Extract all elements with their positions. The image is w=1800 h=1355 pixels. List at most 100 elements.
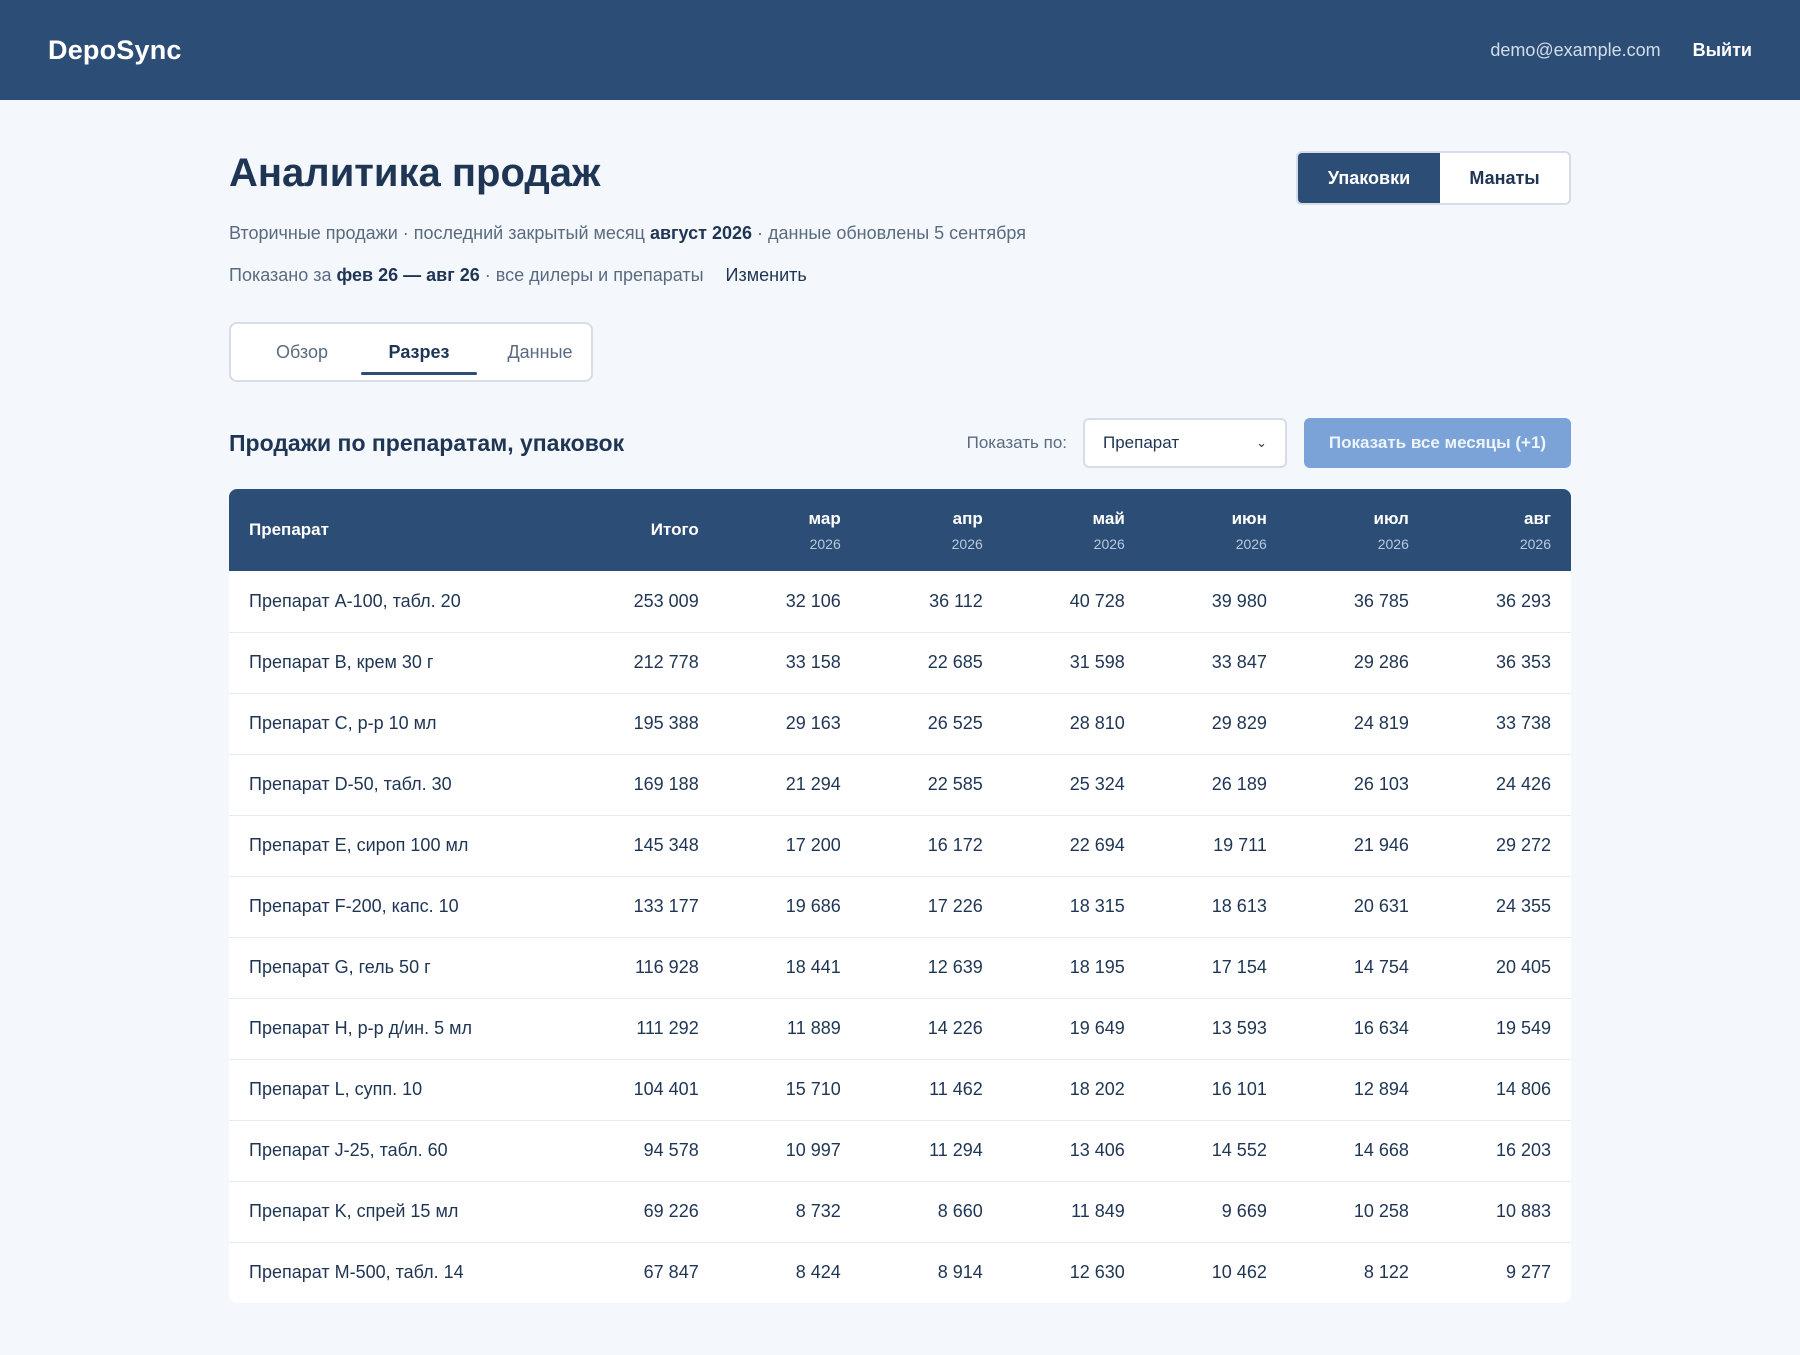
month-value-cell: 18 613 xyxy=(1211,896,1267,916)
month-value-cell: 14 806 xyxy=(1495,1079,1551,1099)
table-row[interactable]: Препарат M-500, табл. 14 67 847 8 424 8 914… xyxy=(229,1242,1571,1303)
table-row[interactable]: Препарат B, крем 30 г 212 778 33 158 22 685… xyxy=(229,632,1571,693)
total-cell: 116 928 xyxy=(634,957,699,977)
total-cell: 94 578 xyxy=(643,1140,699,1160)
month-value-cell: 12 639 xyxy=(927,957,983,977)
period-line: Показано за фев 26 — авг 26 · все дилеры… xyxy=(229,265,1571,286)
table-row[interactable]: Препарат H, р-р д/ин. 5 мл 111 292 11 889 1… xyxy=(229,998,1571,1059)
month-value-cell: 12 630 xyxy=(1069,1262,1125,1283)
month-value-cell: 40 728 xyxy=(1069,590,1125,611)
month-value-cell: 14 668 xyxy=(1353,1140,1409,1160)
month-value-cell: 24 819 xyxy=(1353,713,1409,733)
month-value-cell: 26 103 xyxy=(1353,774,1409,794)
subtitle-suffix: · данные обновлены 5 сентября xyxy=(757,223,1026,243)
tab-data[interactable]: Данные xyxy=(507,341,573,362)
month-value-cell: 29 829 xyxy=(1211,713,1267,733)
app-logo[interactable]: DepoSync xyxy=(48,34,182,65)
period-suffix: · все дилеры и препараты xyxy=(484,265,704,285)
month-label: май xyxy=(1092,508,1125,528)
month-value-cell: 24 426 xyxy=(1495,774,1551,794)
column-header-product[interactable]: Препарат xyxy=(249,520,329,539)
section-header: Продажи по препаратам, упаковок Показать… xyxy=(229,418,1571,468)
product-name-cell: Препарат K, спрей 15 мл xyxy=(249,1201,459,1221)
page-title: Аналитика продаж xyxy=(229,151,601,195)
table-row[interactable]: Препарат G, гель 50 г 116 928 18 441 12 639… xyxy=(229,937,1571,998)
view-tabs: Обзор Разрез Данные xyxy=(229,322,593,382)
table-row[interactable]: Препарат D-50, табл. 30 169 188 21 294 22 5… xyxy=(229,754,1571,815)
total-cell: 111 292 xyxy=(636,1018,699,1038)
total-cell: 104 401 xyxy=(633,1079,699,1099)
show-by-value: Препарат xyxy=(1103,433,1180,452)
month-label: апр xyxy=(952,508,983,528)
table-body: Препарат A-100, табл. 20 253 009 32 106 36 … xyxy=(229,571,1571,1303)
year-label: 2026 xyxy=(1377,535,1409,552)
total-cell: 212 778 xyxy=(633,652,699,672)
column-header-month[interactable]: апр 2026 xyxy=(861,489,1003,571)
month-value-cell: 33 738 xyxy=(1495,713,1551,733)
change-period-link[interactable]: Изменить xyxy=(725,265,807,285)
column-header-month[interactable]: мар 2026 xyxy=(719,489,861,571)
month-value-cell: 18 202 xyxy=(1069,1079,1125,1099)
month-value-cell: 10 883 xyxy=(1495,1201,1551,1221)
show-all-months-button[interactable]: Показать все месяцы (+1) xyxy=(1304,418,1571,468)
month-value-cell: 17 226 xyxy=(927,896,983,916)
logout-button[interactable]: Выйти xyxy=(1692,39,1752,60)
column-header-month[interactable]: июн 2026 xyxy=(1145,489,1287,571)
month-value-cell: 18 441 xyxy=(785,957,841,977)
table-row[interactable]: Препарат K, спрей 15 мл 69 226 8 732 8 660 1… xyxy=(229,1181,1571,1242)
month-value-cell: 20 405 xyxy=(1495,957,1551,977)
month-value-cell: 19 549 xyxy=(1495,1018,1551,1038)
product-name-cell: Препарат C, р-р 10 мл xyxy=(249,713,437,733)
table-row[interactable]: Препарат J-25, табл. 60 94 578 10 997 11 29… xyxy=(229,1120,1571,1181)
column-header-total[interactable]: Итого xyxy=(650,520,699,539)
month-value-cell: 14 754 xyxy=(1353,957,1409,977)
month-value-cell: 13 593 xyxy=(1211,1018,1267,1038)
column-header-month[interactable]: июл 2026 xyxy=(1287,489,1429,571)
unit-manats-button[interactable]: Манаты xyxy=(1469,167,1540,188)
show-by-select[interactable]: Препарат ⌄ xyxy=(1083,418,1287,468)
month-value-cell: 19 649 xyxy=(1069,1018,1125,1038)
month-label: июн xyxy=(1231,508,1267,528)
month-value-cell: 17 154 xyxy=(1211,957,1267,977)
month-value-cell: 29 272 xyxy=(1495,835,1551,855)
table-row[interactable]: Препарат A-100, табл. 20 253 009 32 106 36 … xyxy=(229,571,1571,632)
month-value-cell: 14 226 xyxy=(927,1018,983,1038)
month-value-cell: 36 353 xyxy=(1495,652,1551,672)
total-cell: 169 188 xyxy=(633,774,699,794)
product-name-cell: Препарат A-100, табл. 20 xyxy=(249,590,461,611)
year-label: 2026 xyxy=(809,535,841,552)
tab-overview[interactable]: Обзор xyxy=(276,341,328,362)
month-value-cell: 11 462 xyxy=(929,1079,983,1099)
title-row: Аналитика продаж Упаковки Манаты xyxy=(229,151,1571,205)
month-value-cell: 9 277 xyxy=(1505,1262,1551,1283)
column-header-month[interactable]: авг 2026 xyxy=(1429,489,1571,571)
total-cell: 145 348 xyxy=(633,835,699,855)
show-by-label: Показать по: xyxy=(966,433,1067,452)
month-value-cell: 18 195 xyxy=(1069,957,1125,977)
month-value-cell: 19 711 xyxy=(1213,835,1267,855)
product-name-cell: Препарат E, сироп 100 мл xyxy=(249,835,469,855)
table-row[interactable]: Препарат C, р-р 10 мл 195 388 29 163 26 525… xyxy=(229,693,1571,754)
month-value-cell: 21 946 xyxy=(1353,835,1409,855)
month-value-cell: 29 286 xyxy=(1353,652,1409,672)
year-label: 2026 xyxy=(951,535,983,552)
column-header-month[interactable]: май 2026 xyxy=(1003,489,1145,571)
month-value-cell: 21 294 xyxy=(785,774,841,794)
table-row[interactable]: Препарат E, сироп 100 мл 145 348 17 200 16 … xyxy=(229,815,1571,876)
year-label: 2026 xyxy=(1093,535,1125,552)
table-row[interactable]: Препарат L, супп. 10 104 401 15 710 11 462 1… xyxy=(229,1059,1571,1120)
month-value-cell: 11 889 xyxy=(787,1018,841,1038)
sales-table: Препарат Итого мар 2026 апр 2026 май 2026 и… xyxy=(229,489,1571,1303)
month-value-cell: 8 660 xyxy=(937,1201,983,1221)
page-subtitle: Вторичные продажи · последний закрытый м… xyxy=(229,223,1571,244)
month-label: мар xyxy=(808,508,841,528)
unit-packs-button[interactable]: Упаковки xyxy=(1298,153,1440,203)
tab-breakdown[interactable]: Разрез xyxy=(361,324,477,380)
month-value-cell: 10 462 xyxy=(1211,1262,1267,1283)
table-row[interactable]: Препарат F-200, капс. 10 133 177 19 686 17 … xyxy=(229,876,1571,937)
year-label: 2026 xyxy=(1519,535,1551,552)
month-value-cell: 11 849 xyxy=(1071,1201,1125,1221)
chevron-down-icon: ⌄ xyxy=(1256,435,1267,450)
month-value-cell: 8 424 xyxy=(795,1262,841,1283)
product-name-cell: Препарат L, супп. 10 xyxy=(249,1079,423,1099)
